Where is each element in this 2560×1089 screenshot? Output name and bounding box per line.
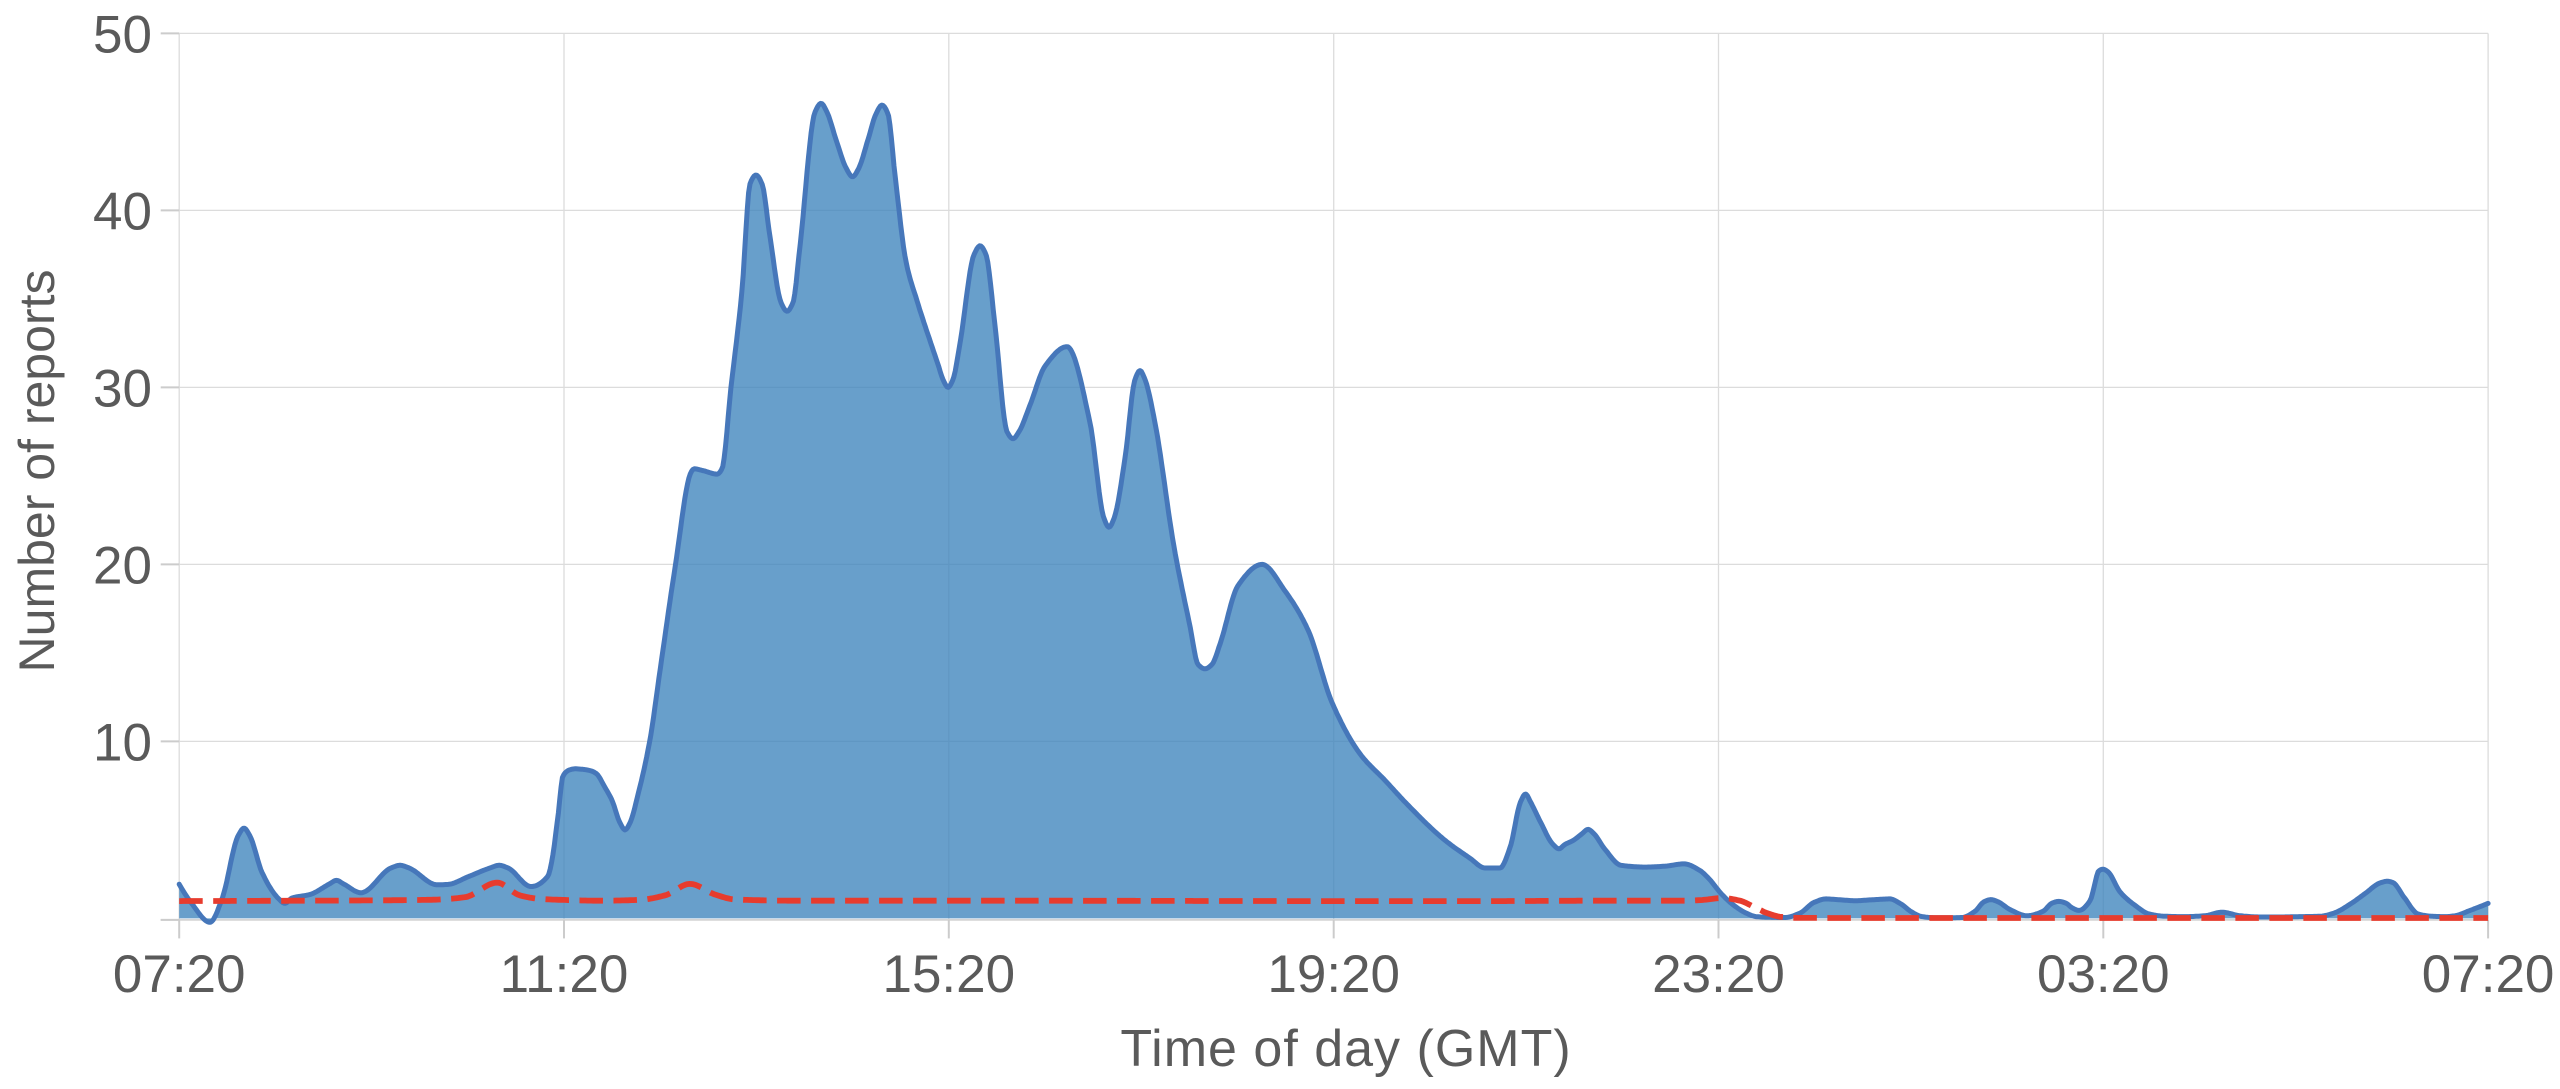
svg-text:30: 30 — [93, 359, 152, 418]
svg-text:10: 10 — [93, 713, 152, 772]
svg-text:20: 20 — [93, 536, 152, 595]
svg-text:40: 40 — [93, 182, 152, 241]
svg-text:Time of day (GMT): Time of day (GMT) — [1120, 1020, 1571, 1078]
svg-text:15:20: 15:20 — [882, 945, 1015, 1004]
svg-text:23:20: 23:20 — [1652, 945, 1785, 1004]
svg-text:07:20: 07:20 — [113, 945, 246, 1004]
svg-text:07:20: 07:20 — [2422, 945, 2555, 1004]
svg-text:11:20: 11:20 — [500, 945, 629, 1004]
svg-text:50: 50 — [93, 5, 152, 64]
svg-text:Number of reports: Number of reports — [9, 270, 65, 673]
svg-text:03:20: 03:20 — [2037, 945, 2170, 1004]
svg-text:19:20: 19:20 — [1267, 945, 1400, 1004]
